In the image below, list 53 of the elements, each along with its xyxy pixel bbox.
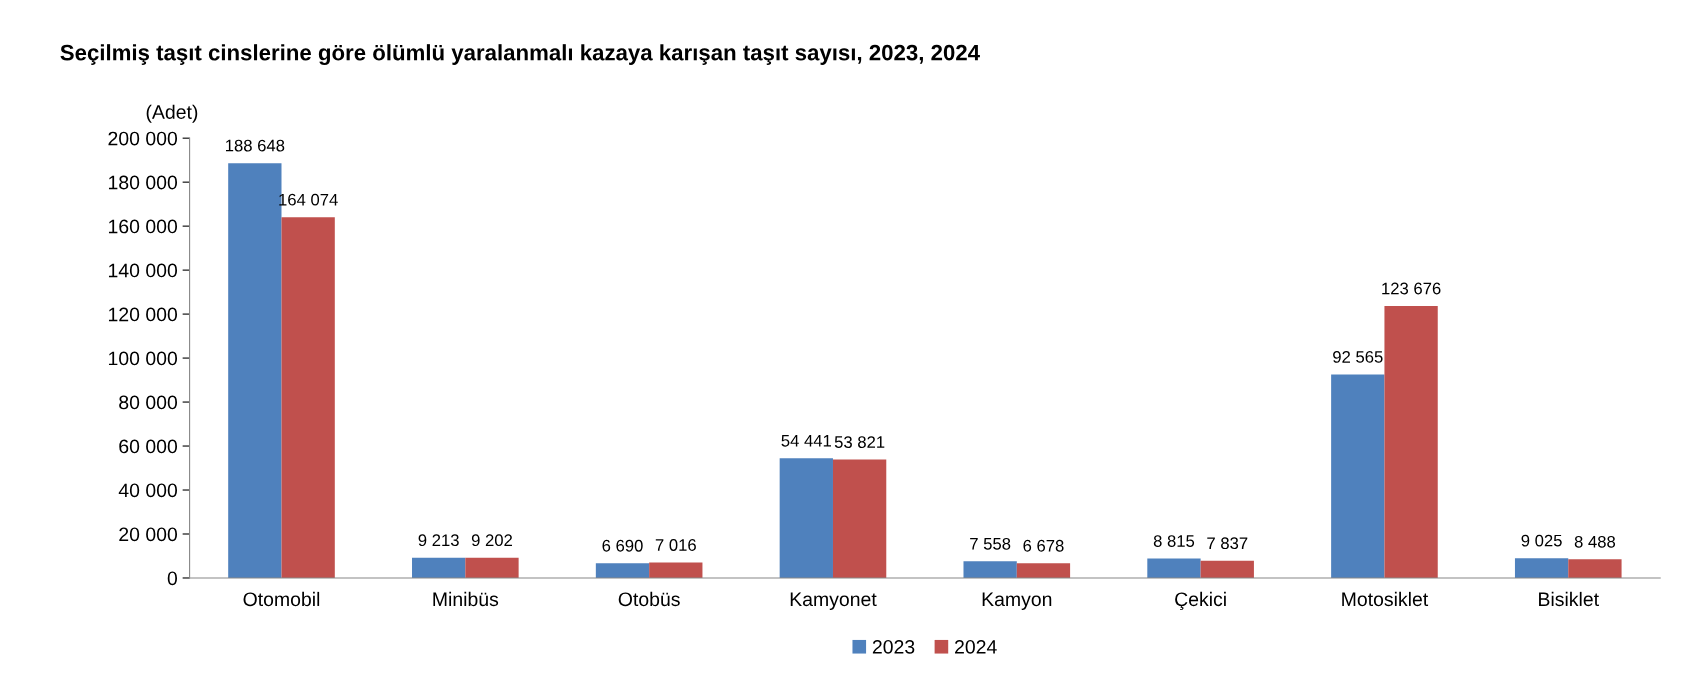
bar: [1514, 558, 1569, 578]
y-tick-label: 200 000: [108, 131, 178, 146]
data-label: 123 676: [1382, 282, 1441, 295]
y-tick-label: 160 000: [108, 219, 178, 234]
data-label: 9 202: [471, 534, 512, 547]
data-label: 8 488: [1574, 535, 1616, 548]
x-tick-label: Kamyonet: [790, 592, 877, 610]
bar: [1147, 558, 1201, 578]
bar: [779, 458, 833, 578]
bar: [412, 557, 466, 578]
chart-title: Seçilmiş taşıt cinslerine göre ölümlü yaralanmalı kazaya karışan taşıt sayısı, 2023, 2024: [60, 44, 980, 65]
data-label: 53 821: [834, 436, 885, 448]
x-tick-label: Motosiklet: [1342, 591, 1429, 607]
data-label: 54 441: [781, 435, 831, 447]
bar: [1331, 374, 1385, 578]
data-label: 7 016: [655, 539, 696, 551]
x-tick-label: Çekici: [1175, 591, 1226, 611]
data-label: 6 690: [602, 539, 643, 552]
y-tick-label: 100 000: [108, 351, 178, 366]
data-label: 7 837: [1207, 537, 1248, 550]
y-tick-label: 140 000: [108, 263, 178, 278]
bar: [465, 557, 519, 578]
data-label: 6 678: [1023, 539, 1064, 552]
data-label: 188 648: [226, 139, 285, 152]
bar: [595, 563, 650, 578]
bar: [1384, 306, 1438, 578]
y-tick-label: 120 000: [108, 307, 178, 322]
x-tick-label: Kamyon: [982, 592, 1052, 610]
data-label: 9 213: [418, 534, 459, 547]
data-label: 7 558: [970, 537, 1011, 550]
y-tick-label: 80 000: [119, 395, 178, 410]
data-label: 8 815: [1153, 535, 1195, 547]
y-tick-label: 60 000: [119, 439, 178, 454]
bar: [1568, 559, 1622, 578]
bar: [1016, 563, 1071, 578]
x-tick-label: Otobüs: [618, 591, 680, 607]
y-tick-label: 20 000: [119, 527, 178, 542]
bar: [649, 562, 703, 578]
bar: [832, 459, 887, 578]
y-tick-label: 0: [167, 571, 178, 586]
y-tick-label: 180 000: [108, 175, 178, 190]
x-tick-label: Bisiklet: [1539, 591, 1599, 607]
y-tick-label: 40 000: [118, 483, 178, 498]
bar: [1200, 560, 1254, 578]
y-axis-title: (Adet): [146, 104, 198, 123]
data-label: 92 565: [1333, 350, 1383, 363]
legend-label: 2023: [872, 639, 915, 654]
x-tick-label: Otomobil: [243, 591, 320, 607]
bar: [963, 561, 1017, 578]
x-tick-label: Minibüs: [433, 591, 499, 607]
data-label: 9 025: [1521, 534, 1562, 547]
legend-label: 2024: [955, 639, 997, 654]
bar: [281, 217, 335, 578]
